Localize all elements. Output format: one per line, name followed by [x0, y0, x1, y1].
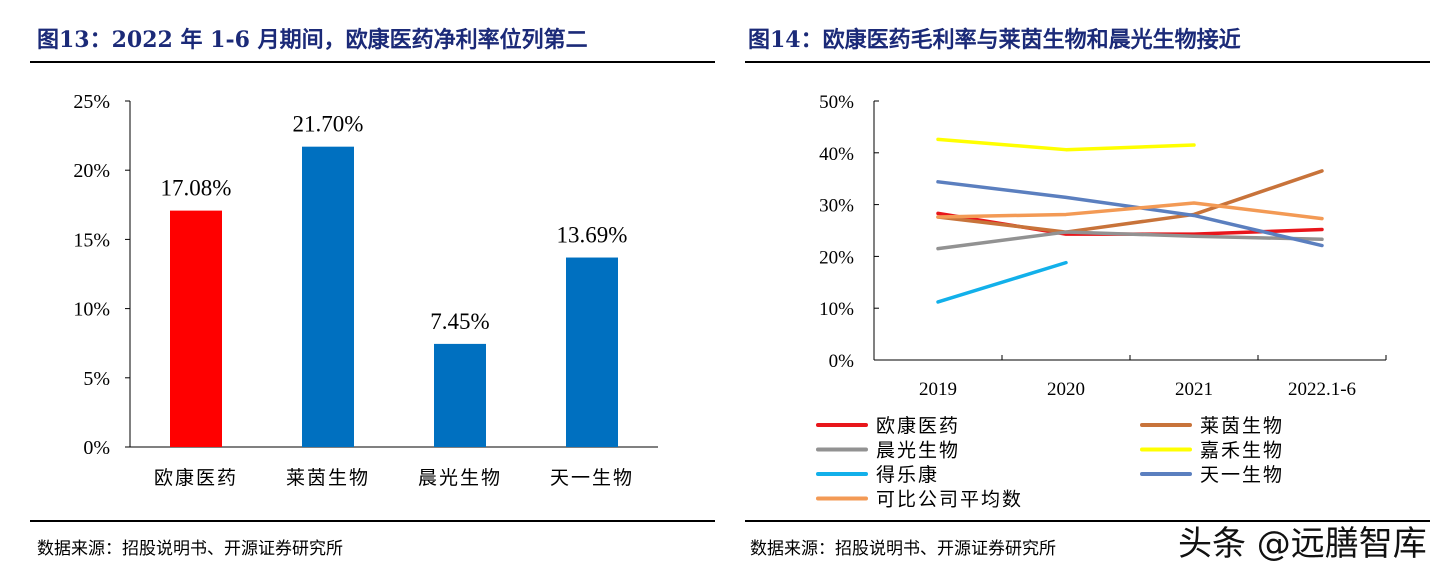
line-y-tick-label: 0% — [829, 351, 855, 372]
bar-y-tick-label: 15% — [73, 229, 110, 251]
bar-x-tick-label: 天一生物 — [550, 467, 634, 489]
left-title-divider — [30, 61, 715, 63]
legend-label: 欧康医药 — [876, 415, 960, 437]
bar-data-label: 13.69% — [557, 223, 628, 248]
bar-data-label: 7.45% — [430, 309, 489, 334]
line-y-tick-label: 50% — [819, 92, 854, 113]
bar-x-tick-label: 欧康医药 — [154, 467, 238, 489]
right-title-divider — [745, 61, 1430, 63]
bar — [566, 257, 618, 447]
bar-y-tick-label: 20% — [73, 160, 110, 182]
left-chart-title: 图13：2022 年 1-6 月期间，欧康医药净利率位列第二 — [37, 27, 588, 53]
bar-x-tick-label: 莱茵生物 — [286, 467, 370, 489]
line-series-2 — [936, 230, 1324, 251]
bar-y-tick-label: 10% — [73, 299, 110, 321]
right-source-note: 数据来源：招股说明书、开源证券研究所 — [750, 539, 1056, 559]
bar-y-tick-label: 25% — [73, 91, 110, 113]
bar-data-label: 17.08% — [161, 176, 232, 201]
bar — [434, 343, 486, 447]
line-series-6 — [936, 201, 1324, 221]
legend-label: 可比公司平均数 — [876, 489, 1023, 511]
line-series-4 — [936, 260, 1068, 304]
line-series-1 — [936, 169, 1324, 234]
bar-data-label: 21.70% — [293, 112, 364, 137]
left-source-note: 数据来源：招股说明书、开源证券研究所 — [37, 539, 343, 559]
bar-y-tick-label: 0% — [83, 437, 110, 459]
line-x-tick-label: 2020 — [1047, 379, 1085, 400]
line-y-tick-label: 40% — [819, 144, 854, 165]
line-y-tick-label: 20% — [819, 247, 854, 268]
legend-label: 晨光生物 — [876, 440, 960, 462]
line-y-tick-label: 10% — [819, 299, 854, 320]
legend-label: 莱茵生物 — [1200, 415, 1284, 437]
bar — [170, 210, 222, 447]
legend-label: 得乐康 — [876, 464, 939, 486]
line-series-3 — [936, 137, 1196, 152]
line-y-tick-label: 30% — [819, 196, 854, 217]
bar — [302, 146, 354, 447]
line-x-tick-label: 2022.1-6 — [1288, 379, 1356, 400]
right-chart-title: 图14：欧康医药毛利率与莱茵生物和晨光生物接近 — [748, 27, 1241, 53]
line-x-tick-label: 2019 — [919, 379, 957, 400]
bar-x-tick-label: 晨光生物 — [418, 467, 502, 489]
line-series-5 — [936, 180, 1324, 248]
watermark: 头条 @远膳智库 — [1178, 524, 1427, 564]
line-x-tick-label: 2021 — [1175, 379, 1213, 400]
bar-y-tick-label: 5% — [83, 368, 110, 390]
legend-label: 嘉禾生物 — [1200, 440, 1284, 462]
legend-label: 天一生物 — [1200, 464, 1284, 486]
right-footer-divider — [745, 520, 1430, 522]
left-footer-divider — [30, 520, 715, 522]
